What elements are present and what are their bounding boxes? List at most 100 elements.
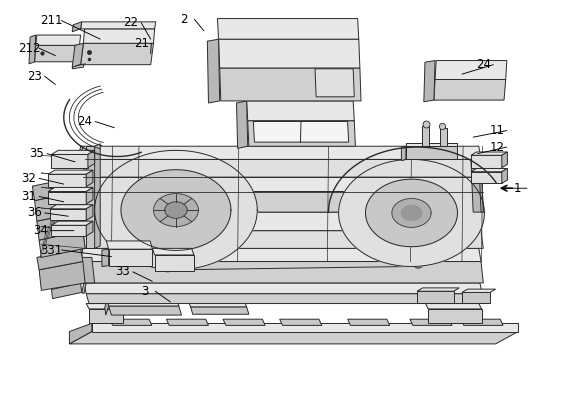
Polygon shape <box>81 212 481 230</box>
Polygon shape <box>48 191 86 204</box>
Polygon shape <box>246 101 354 121</box>
Polygon shape <box>51 154 88 168</box>
Polygon shape <box>421 126 429 146</box>
Text: 11: 11 <box>489 124 504 137</box>
Polygon shape <box>479 159 483 212</box>
Polygon shape <box>462 292 490 303</box>
Polygon shape <box>86 170 93 187</box>
Polygon shape <box>167 319 208 325</box>
Polygon shape <box>154 193 198 227</box>
Polygon shape <box>76 177 81 212</box>
Polygon shape <box>83 191 483 212</box>
Polygon shape <box>434 79 506 100</box>
Ellipse shape <box>402 161 434 268</box>
Polygon shape <box>471 172 502 183</box>
Polygon shape <box>110 319 152 325</box>
Polygon shape <box>471 168 507 172</box>
Text: 2: 2 <box>181 13 188 26</box>
Polygon shape <box>79 248 83 262</box>
Polygon shape <box>102 249 108 267</box>
Text: 211: 211 <box>40 14 63 27</box>
Text: 21: 21 <box>134 37 149 50</box>
Polygon shape <box>406 143 458 146</box>
Polygon shape <box>280 319 321 325</box>
Polygon shape <box>188 301 246 307</box>
Polygon shape <box>48 170 93 174</box>
Polygon shape <box>435 61 507 79</box>
Polygon shape <box>121 170 231 250</box>
Polygon shape <box>155 255 194 270</box>
Text: 31: 31 <box>21 190 36 203</box>
Text: 12: 12 <box>489 141 504 154</box>
Polygon shape <box>83 262 483 283</box>
Polygon shape <box>48 174 86 187</box>
Polygon shape <box>462 289 496 292</box>
Text: 32: 32 <box>21 172 36 185</box>
Text: 33: 33 <box>115 265 130 278</box>
Polygon shape <box>315 69 354 97</box>
Polygon shape <box>86 294 484 304</box>
Polygon shape <box>69 332 518 344</box>
Polygon shape <box>86 146 96 248</box>
Polygon shape <box>37 248 83 270</box>
Polygon shape <box>72 22 82 32</box>
Polygon shape <box>83 230 483 248</box>
Polygon shape <box>79 212 83 248</box>
Polygon shape <box>83 159 483 177</box>
Polygon shape <box>108 306 181 315</box>
Text: 36: 36 <box>27 206 42 220</box>
Text: 24: 24 <box>476 58 491 71</box>
Polygon shape <box>502 152 507 168</box>
Ellipse shape <box>150 152 185 272</box>
Polygon shape <box>81 177 481 191</box>
Polygon shape <box>107 299 179 306</box>
Text: 23: 23 <box>27 70 42 83</box>
Polygon shape <box>105 299 108 315</box>
Polygon shape <box>471 159 483 212</box>
Polygon shape <box>88 150 94 168</box>
Text: 3: 3 <box>141 285 149 298</box>
Polygon shape <box>82 283 86 294</box>
Polygon shape <box>153 248 194 255</box>
Polygon shape <box>86 304 123 309</box>
Polygon shape <box>471 155 502 168</box>
Polygon shape <box>108 249 153 266</box>
Polygon shape <box>78 258 94 283</box>
Polygon shape <box>39 262 85 290</box>
Polygon shape <box>253 121 349 142</box>
Text: 331: 331 <box>40 243 63 257</box>
Polygon shape <box>86 188 93 204</box>
Polygon shape <box>34 45 80 62</box>
Polygon shape <box>81 248 481 262</box>
Polygon shape <box>94 144 100 248</box>
Text: 24: 24 <box>77 115 93 128</box>
Polygon shape <box>92 323 518 332</box>
Polygon shape <box>401 146 406 161</box>
Polygon shape <box>190 307 249 314</box>
Polygon shape <box>34 191 81 221</box>
Polygon shape <box>338 159 484 267</box>
Polygon shape <box>51 283 82 299</box>
Polygon shape <box>86 205 93 220</box>
Text: 22: 22 <box>124 16 138 29</box>
Polygon shape <box>165 202 187 218</box>
Polygon shape <box>81 22 156 29</box>
Polygon shape <box>417 291 454 303</box>
Polygon shape <box>218 19 359 39</box>
Polygon shape <box>223 319 265 325</box>
Text: 34: 34 <box>33 224 47 237</box>
Polygon shape <box>410 319 452 325</box>
Polygon shape <box>39 230 85 258</box>
Polygon shape <box>471 152 507 155</box>
Polygon shape <box>72 43 84 67</box>
Polygon shape <box>36 35 81 45</box>
Text: 1: 1 <box>513 182 521 195</box>
Polygon shape <box>237 101 247 148</box>
Polygon shape <box>461 319 503 325</box>
Polygon shape <box>81 43 154 64</box>
Polygon shape <box>94 150 257 270</box>
Polygon shape <box>440 128 447 146</box>
Polygon shape <box>51 150 94 154</box>
Text: 35: 35 <box>29 147 44 160</box>
Polygon shape <box>50 209 86 220</box>
